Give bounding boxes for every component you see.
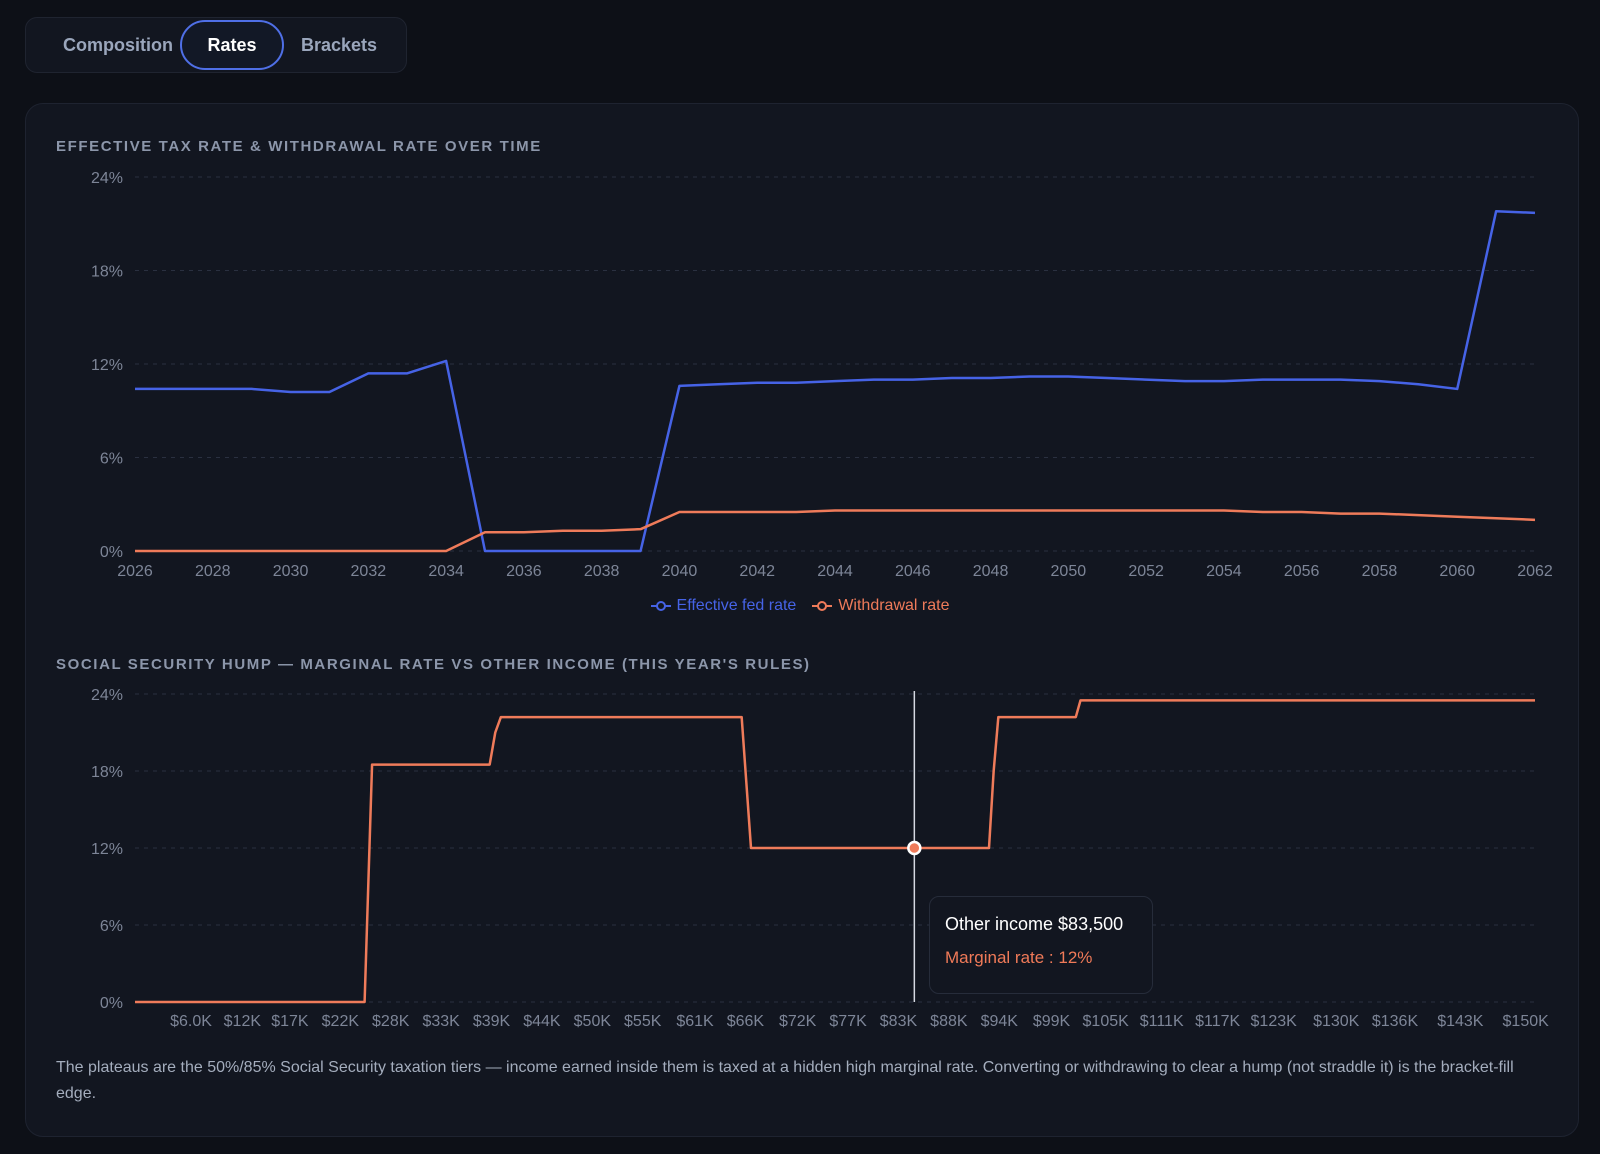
series-line-withdrawal-rate	[135, 509, 1536, 553]
x-tick-label: $61K	[676, 1013, 714, 1030]
x-tick-label: 2034	[428, 563, 464, 580]
x-tick-label: $130K	[1313, 1013, 1360, 1030]
hover-tooltip: Other income $83,500 Marginal rate : 12%	[929, 896, 1153, 994]
x-tick-label: 2056	[1284, 563, 1320, 580]
x-tick-label: $17K	[271, 1013, 309, 1030]
x-tick-label: $55K	[624, 1013, 662, 1030]
x-tick-label: $94K	[981, 1013, 1019, 1030]
y-tick-label: 18%	[91, 764, 123, 781]
x-tick-label: $50K	[574, 1013, 612, 1030]
series-line-effective-fed-rate	[135, 210, 1536, 553]
tooltip-value: Marginal rate : 12%	[945, 948, 1093, 967]
x-tick-label: $150K	[1503, 1013, 1550, 1030]
y-tick-label: 12%	[91, 357, 123, 374]
tab-composition[interactable]: Composition	[63, 34, 173, 55]
rates-chart-title: EFFECTIVE TAX RATE & WITHDRAWAL RATE OVE…	[56, 138, 542, 155]
legend-label-effective: Effective fed rate	[676, 597, 797, 614]
y-tick-label: 24%	[91, 687, 123, 704]
x-tick-label: $6.0K	[170, 1013, 212, 1030]
series-line-marginal-rate	[135, 699, 1535, 1004]
x-tick-label: $143K	[1437, 1013, 1484, 1030]
legend-item-withdrawal[interactable]: Withdrawal rate	[812, 597, 949, 615]
tooltip-title: Other income $83,500	[945, 914, 1124, 934]
footnote: The plateaus are the 50%/85% Social Secu…	[56, 1059, 1514, 1102]
rates-panel	[25, 103, 1579, 1137]
tab-rates[interactable]: Rates	[180, 20, 284, 70]
legend-label-withdrawal: Withdrawal rate	[838, 597, 950, 614]
x-tick-label: $111K	[1140, 1013, 1184, 1030]
x-tick-label: $66K	[727, 1013, 765, 1030]
view-tabs: Composition Rates Brackets	[25, 17, 407, 73]
x-tick-label: $22K	[322, 1013, 360, 1030]
x-tick-label: $72K	[779, 1013, 817, 1030]
y-tick-label: 6%	[100, 918, 123, 935]
hover-point	[907, 840, 922, 856]
x-tick-label: 2036	[506, 563, 542, 580]
tab-brackets[interactable]: Brackets	[300, 34, 378, 55]
x-tick-label: $99K	[1033, 1013, 1071, 1030]
x-tick-label: 2050	[1051, 563, 1087, 580]
x-tick-label: 2062	[1517, 563, 1553, 580]
legend-line-icon	[650, 601, 671, 611]
y-tick-label: 24%	[91, 170, 123, 187]
y-tick-label: 12%	[91, 841, 123, 858]
legend-line-icon	[812, 601, 833, 611]
x-tick-label: 2058	[1362, 563, 1398, 580]
x-tick-label: $39K	[473, 1013, 511, 1030]
y-tick-label: 0%	[100, 544, 123, 561]
y-tick-label: 18%	[91, 264, 123, 281]
x-tick-label: $105K	[1083, 1013, 1130, 1030]
x-tick-label: 2040	[662, 563, 698, 580]
x-tick-label: $28K	[372, 1013, 410, 1030]
x-tick-label: $12K	[224, 1013, 262, 1030]
x-tick-label: 2032	[351, 563, 387, 580]
x-tick-label: 2030	[273, 563, 309, 580]
x-tick-label: 2054	[1206, 563, 1242, 580]
y-tick-label: 6%	[100, 451, 123, 468]
legend-item-effective[interactable]: Effective fed rate	[650, 597, 797, 615]
x-tick-label: $83K	[880, 1013, 918, 1030]
rates-over-time-chart: 0% 6% 12% 18% 24% 2026 2028 2030 2032 2034 2036 203…	[91, 170, 1553, 580]
x-tick-label: 2038	[584, 563, 620, 580]
x-tick-label: $77K	[829, 1013, 867, 1030]
ss-hump-chart: 0% 6% 12% 18% 24% $6.0K $12K $17K $22K $28K $33K $3…	[91, 687, 1550, 1030]
x-tick-label: 2052	[1128, 563, 1164, 580]
x-tick-label: $88K	[930, 1013, 968, 1030]
x-tick-label: $44K	[523, 1013, 561, 1030]
x-tick-label: 2048	[973, 563, 1009, 580]
x-tick-label: 2046	[895, 563, 931, 580]
hump-chart-title: SOCIAL SECURITY HUMP — MARGINAL RATE VS …	[56, 656, 811, 673]
y-tick-label: 0%	[100, 995, 123, 1012]
x-tick-label: $33K	[422, 1013, 460, 1030]
x-tick-label: 2028	[195, 563, 231, 580]
x-tick-label: 2042	[739, 563, 775, 580]
x-tick-label: $136K	[1372, 1013, 1419, 1030]
rates-legend: Effective fed rate Withdrawal rate	[0, 597, 1600, 615]
x-tick-label: 2060	[1439, 563, 1475, 580]
x-tick-label: 2026	[117, 563, 153, 580]
x-tick-label: 2044	[817, 563, 853, 580]
x-tick-label: $123K	[1251, 1013, 1298, 1030]
x-tick-label: $117K	[1195, 1013, 1240, 1030]
